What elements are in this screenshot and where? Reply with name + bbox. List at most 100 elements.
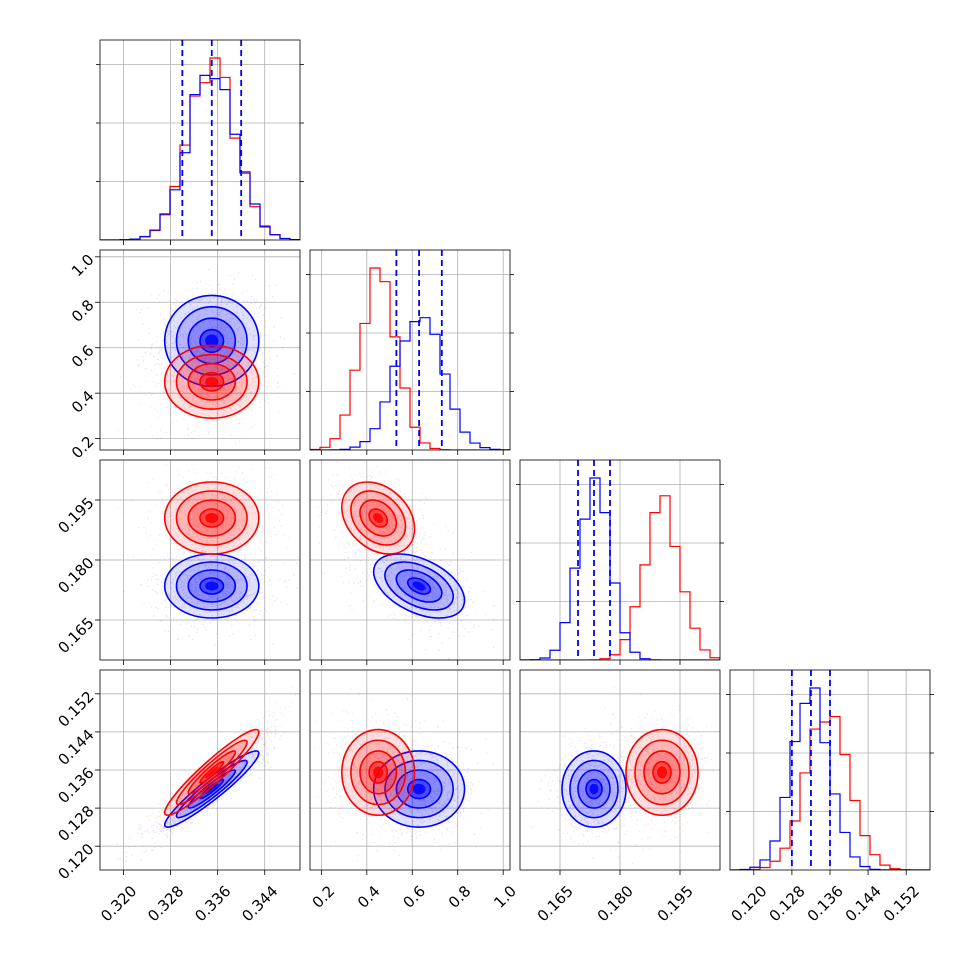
contour-blue [372,750,466,828]
scatter-points-red [117,460,290,590]
scatter-points-blue [529,713,657,865]
contour-red [163,728,260,817]
x-tick-label: 0.2 [309,882,339,912]
diag-panel-1 [306,249,514,451]
histogram-blue [310,317,510,450]
x-tick-label: 0.180 [594,882,637,925]
contour-blue [187,569,237,603]
contour-red [368,508,389,528]
diag-panel-3 [726,669,934,871]
scatter-points-red [590,670,720,853]
panel-frame [309,669,511,871]
x-tick-label: 0.152 [880,882,923,925]
panel-frame [309,249,511,451]
histogram-blue [100,74,300,240]
contour-blue [175,306,248,376]
x-tick-label: 1.0 [490,882,520,912]
diag-panel-2 [516,459,724,661]
contour-blue [577,769,611,809]
y-tick-label: 0.8 [68,296,98,326]
density-peak-red [205,512,219,524]
y-tick-label: 0.144 [54,726,97,769]
contour-red [187,750,237,795]
contour-red [368,760,389,784]
scatter-points-blue [324,524,495,660]
scatter-panel-3-0 [99,669,301,871]
y-tick-label: 0.4 [68,387,98,417]
y-tick-label: 1.0 [68,251,98,281]
contour-red [359,750,398,795]
density-peak-blue [205,334,219,348]
density-peak-red [205,376,219,387]
x-tick-label: 0.136 [804,882,847,925]
contour-red [175,490,248,546]
contour-red [199,371,225,392]
contour-blue [561,750,627,828]
scatter-panel-3-2 [519,669,721,871]
panel-frame [99,39,301,241]
x-tick-label: 0.165 [534,882,577,925]
contour-red [175,739,248,806]
x-tick-label: 0.336 [191,882,234,925]
density-peak-red [373,512,384,524]
x-tick-label: 0.8 [445,882,475,912]
contour-red [175,353,248,410]
density-peak-blue [412,581,426,591]
x-tick-label: 0.328 [144,882,187,925]
contour-red [163,481,260,555]
scatter-panel-2-1 [309,459,511,661]
scatter-panel-3-1 [309,669,511,871]
contour-blue [406,778,432,800]
contour-blue [175,561,248,611]
contour-blue [372,553,466,619]
contour-red [341,728,416,817]
x-tick-label: 0.4 [354,882,384,912]
contour-blue [199,328,225,354]
contour-blue [395,769,443,809]
scatter-points-red [128,686,300,848]
contour-red [163,344,260,419]
contour-red [359,499,398,537]
x-tick-label: 0.320 [97,882,140,925]
density-peak-blue [205,581,219,591]
y-tick-label: 0.120 [54,840,97,883]
contour-blue [199,577,225,595]
contour-blue [199,778,225,800]
contour-red [652,760,672,784]
contour-red [187,499,237,537]
contour-red [199,508,225,528]
density-peak-blue [205,783,219,795]
contour-red [643,750,681,795]
y-tick-label: 0.165 [54,614,97,657]
y-tick-label: 0.6 [68,342,98,372]
x-tick-label: 0.128 [766,882,809,925]
contour-red [187,362,237,401]
density-peak-red [205,766,219,779]
panel-frame [309,459,511,661]
y-tick-label: 0.180 [54,554,97,597]
contour-blue [569,759,619,819]
scatter-points-blue [136,268,300,428]
y-tick-label: 0.2 [68,432,98,462]
y-tick-label: 0.195 [54,494,97,537]
density-peak-red [373,766,384,779]
density-peak-blue [412,783,426,795]
contour-red [199,760,225,784]
x-tick-label: 0.195 [654,882,697,925]
contour-blue [406,577,432,595]
scatter-panel-2-0 [99,459,301,661]
density-peak-blue [589,783,599,795]
y-tick-label: 0.128 [54,802,97,845]
scatter-panel-1-0 [99,249,301,451]
contour-blue [384,759,454,819]
panel-frame [99,249,301,451]
contour-blue [585,778,603,800]
contour-red [625,728,699,817]
contour-blue [384,561,454,611]
contour-blue [395,569,443,603]
y-tick-label: 0.136 [54,764,97,807]
y-tick-label: 0.152 [54,688,97,731]
scatter-points-blue [123,528,298,646]
x-tick-label: 0.6 [399,882,429,912]
